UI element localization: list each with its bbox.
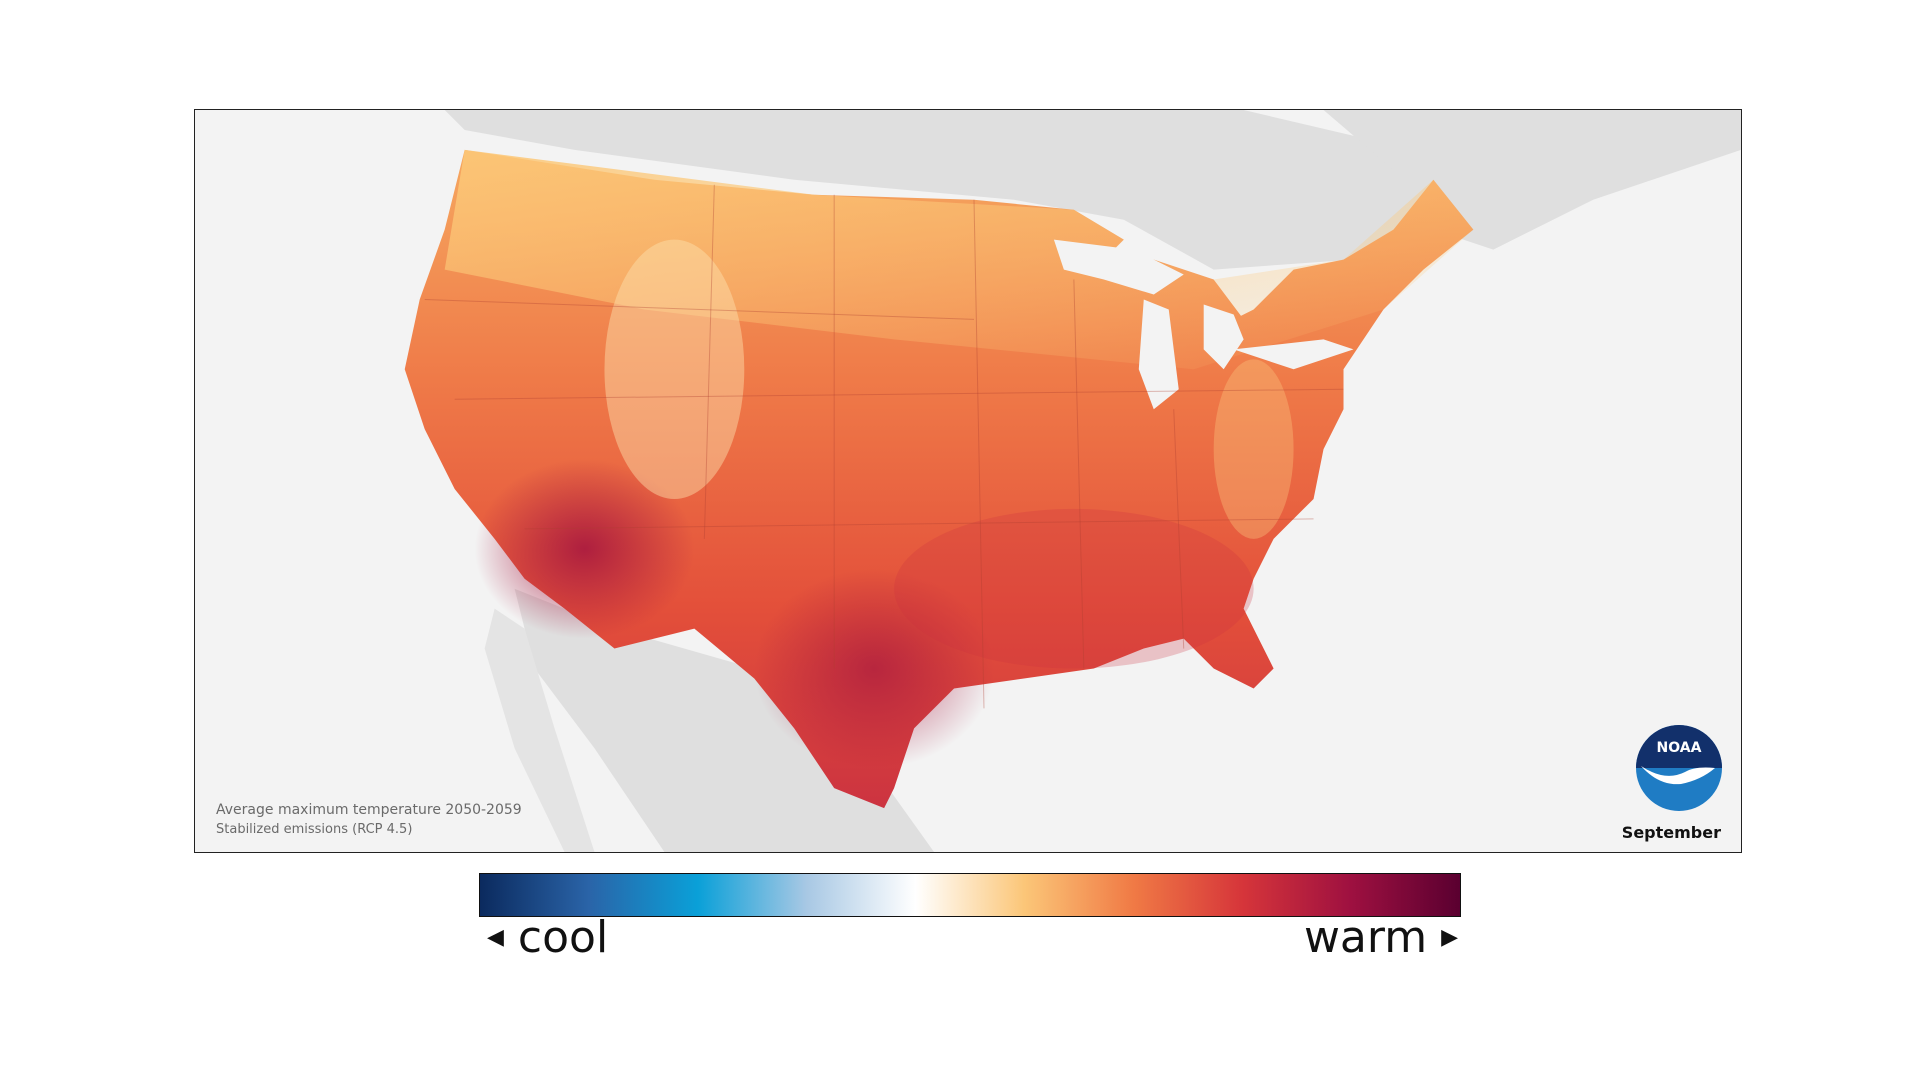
noaa-logo-icon: NOAA (1636, 725, 1722, 811)
cool-label: cool (517, 912, 609, 963)
right-arrow-icon: ▶ (1441, 924, 1458, 950)
southwest-hot-zone (474, 459, 695, 639)
canada-landmass (444, 110, 1494, 270)
caption-title: Average maximum temperature 2050-2059 (216, 802, 522, 818)
left-arrow-icon: ◀ (487, 924, 504, 950)
baja-peninsula (484, 608, 595, 852)
map-panel: Average maximum temperature 2050-2059 St… (194, 109, 1742, 853)
appalachian-cool-zone (1213, 359, 1294, 539)
caption-scenario: Stabilized emissions (RCP 4.5) (216, 822, 413, 837)
warm-label: warm (1303, 912, 1428, 963)
temperature-map (404, 110, 1741, 852)
southeast-warm-zone (894, 508, 1254, 669)
logo-text: NOAA (1657, 740, 1702, 756)
mexico-landmass (514, 588, 935, 852)
state-borders (424, 184, 1344, 709)
great-lakes (1053, 239, 1354, 410)
legend-cool: ◀ cool (487, 912, 608, 963)
map-caption: Average maximum temperature 2050-2059 St… (216, 800, 522, 840)
color-scale-bar (479, 873, 1461, 917)
texas-hot-zone (754, 568, 994, 769)
month-label: September (1621, 823, 1721, 842)
legend-warm: warm ▶ (1304, 912, 1458, 963)
rocky-mountain-cool-zone (604, 239, 745, 499)
